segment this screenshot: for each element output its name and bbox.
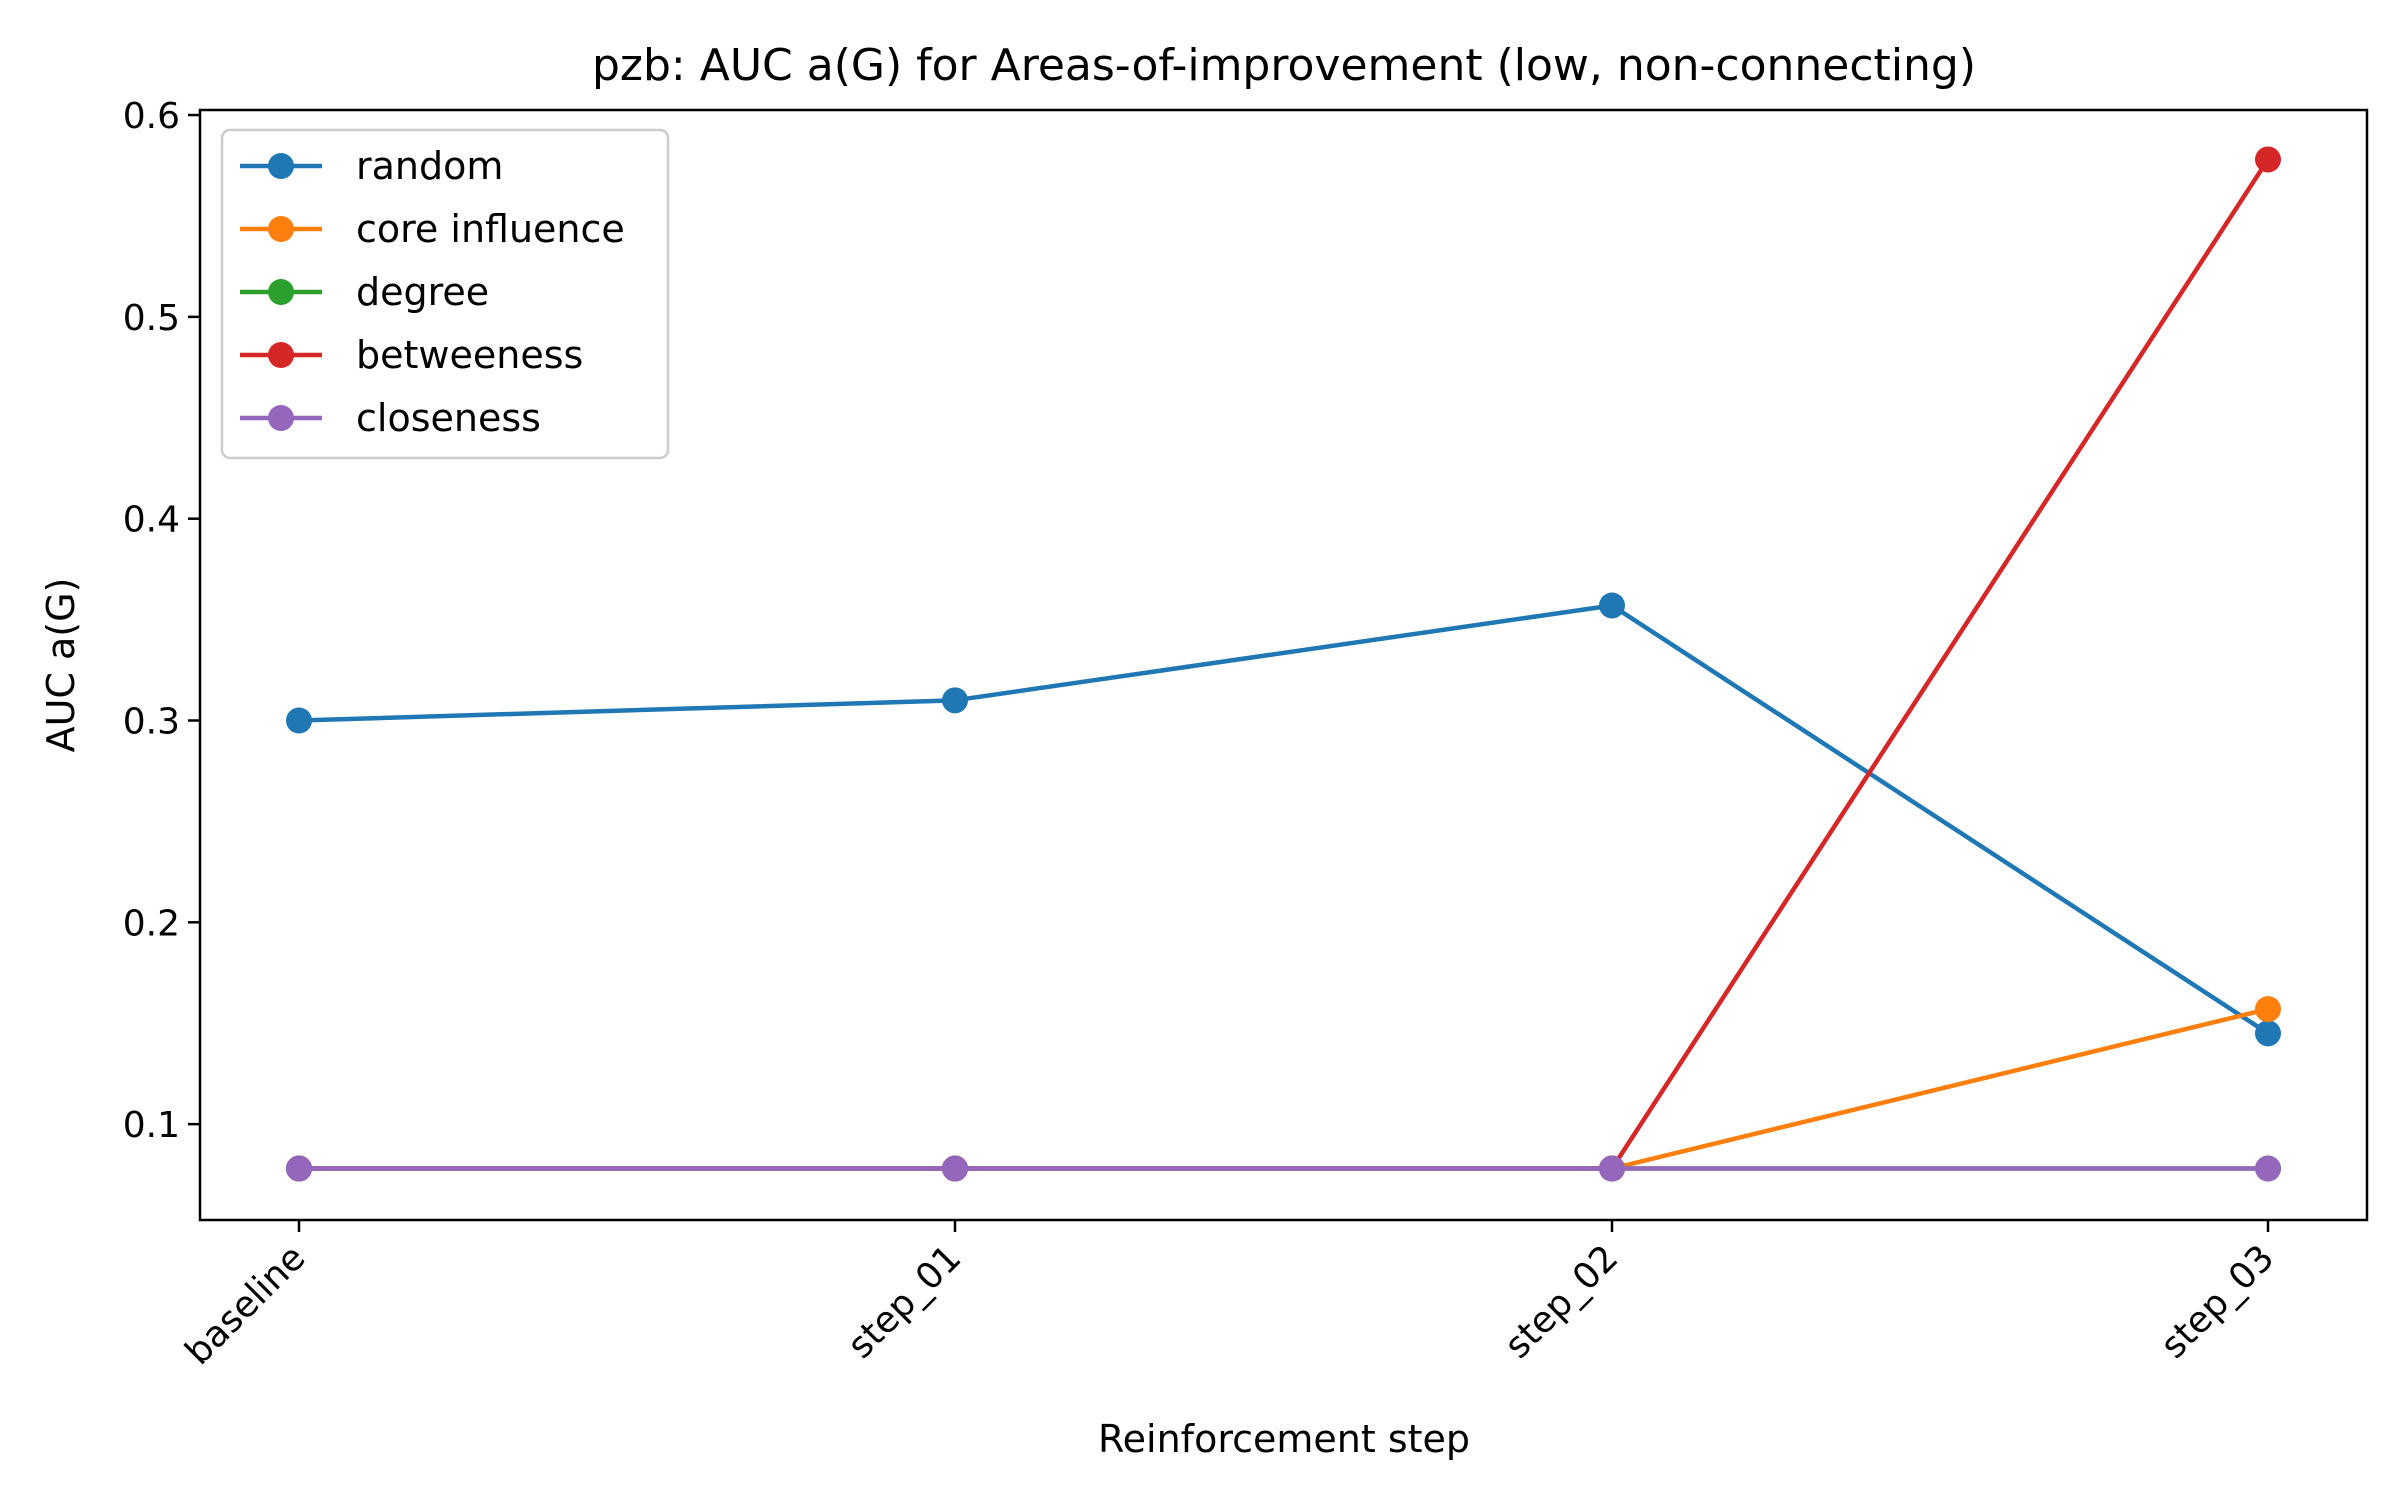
- y-axis-label: AUC a(G): [39, 578, 83, 753]
- data-point: [2255, 1155, 2281, 1182]
- data-point: [1599, 1155, 1625, 1182]
- data-point: [1599, 592, 1625, 619]
- data-point: [286, 1155, 312, 1182]
- legend-item: betweeness: [240, 333, 583, 377]
- legend-item: degree: [240, 270, 489, 314]
- legend-item: random: [240, 144, 503, 188]
- data-point: [942, 687, 968, 714]
- legend: random core influence degree betweeness clos…: [220, 128, 670, 460]
- data-point: [2255, 996, 2281, 1023]
- data-point: [2255, 146, 2281, 173]
- legend-label: betweeness: [356, 333, 583, 377]
- series-closeness: [286, 1155, 2281, 1182]
- series-layer: [286, 146, 2281, 1182]
- legend-item: closeness: [240, 396, 541, 440]
- legend-label: degree: [356, 270, 489, 314]
- legend-box: [220, 128, 670, 460]
- y-tick-label: 0.3: [123, 702, 180, 743]
- legend-label: random: [356, 144, 503, 188]
- legend-item: core influence: [240, 207, 625, 251]
- y-tick-label: 0.4: [123, 500, 180, 541]
- data-point: [2255, 1020, 2281, 1047]
- series-line: [298, 603, 2270, 1036]
- y-tick-label: 0.1: [123, 1105, 180, 1146]
- legend-swatch-marker: [268, 153, 294, 179]
- legend-swatch-marker: [268, 405, 294, 431]
- legend-label: closeness: [356, 396, 541, 440]
- data-point: [286, 707, 312, 734]
- y-tick-label: 0.5: [123, 298, 180, 339]
- plot-frame: [198, 108, 2369, 1222]
- x-axis-label: Reinforcement step: [1098, 1417, 1470, 1461]
- legend-label: core influence: [356, 207, 625, 251]
- chart-title: pzb: AUC a(G) for Areas-of-improvement (…: [592, 40, 1976, 91]
- legend-swatch-marker: [268, 342, 294, 368]
- y-tick-label: 0.2: [123, 903, 180, 944]
- y-axis: 0.1 0.2 0.3 0.4 0.5 0.6: [123, 96, 200, 1146]
- y-tick-label: 0.6: [123, 96, 180, 137]
- legend-swatch-marker: [268, 279, 294, 305]
- legend-swatch-marker: [268, 216, 294, 242]
- data-point: [942, 1155, 968, 1182]
- series-random: [286, 592, 2281, 1047]
